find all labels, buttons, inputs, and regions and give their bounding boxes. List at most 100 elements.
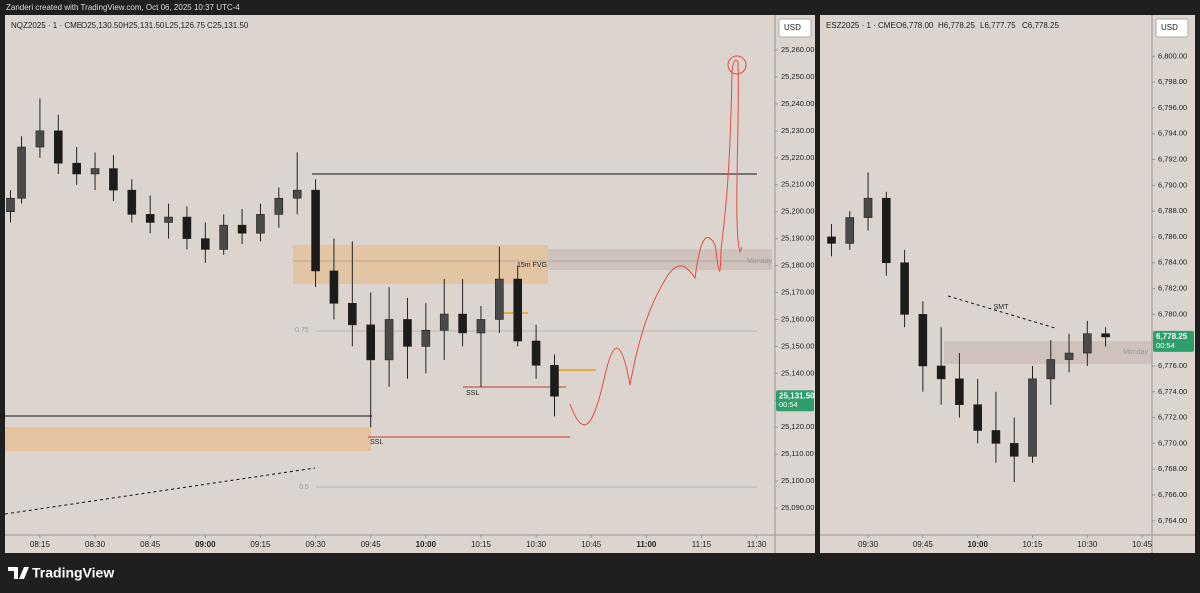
left-panel bbox=[5, 15, 815, 553]
candle-body bbox=[845, 217, 855, 244]
y-tick-label: 25,260.00 bbox=[781, 45, 814, 54]
candle-body bbox=[439, 313, 449, 331]
y-tick-label: 25,250.00 bbox=[781, 72, 814, 81]
y-tick-label: 25,220.00 bbox=[781, 153, 814, 162]
candle-body bbox=[90, 168, 100, 175]
candle-body bbox=[1046, 359, 1056, 380]
ohlc-value: H6,778.25 bbox=[938, 21, 975, 30]
y-tick-label: 25,190.00 bbox=[781, 234, 814, 243]
candle-body bbox=[1101, 333, 1110, 338]
y-tick-label: 25,230.00 bbox=[781, 126, 814, 135]
currency: USD bbox=[784, 23, 801, 32]
zone-box bbox=[5, 427, 371, 451]
candle-body bbox=[495, 278, 504, 320]
candle-body bbox=[458, 313, 467, 334]
y-tick-label: 25,110.00 bbox=[781, 449, 814, 458]
x-tick-label: 11:30 bbox=[747, 540, 767, 549]
y-tick-label: 25,160.00 bbox=[781, 314, 814, 323]
y-tick-label: 6,792.00 bbox=[1158, 155, 1187, 164]
candle-body bbox=[476, 319, 486, 334]
y-tick-label: 6,786.00 bbox=[1158, 232, 1187, 241]
candle-body bbox=[182, 216, 192, 239]
y-tick-label: 25,090.00 bbox=[781, 503, 814, 512]
x-tick-label: 10:00 bbox=[967, 540, 988, 549]
candle-body bbox=[882, 197, 891, 264]
candle-body bbox=[991, 430, 1001, 444]
candle-body bbox=[900, 262, 909, 315]
symbol: NQZ2025 · 1 · CME bbox=[11, 21, 82, 30]
annotation: Monday bbox=[1123, 349, 1148, 356]
annotation: 0.5 bbox=[299, 484, 309, 491]
candle-body bbox=[1083, 333, 1092, 354]
x-tick-label: 09:30 bbox=[306, 540, 327, 549]
candle-body bbox=[1009, 443, 1019, 457]
y-tick-label: 25,170.00 bbox=[781, 287, 814, 296]
x-tick-label: 08:15 bbox=[30, 540, 51, 549]
drawings bbox=[4, 55, 1152, 515]
candle-body bbox=[384, 319, 394, 361]
x-tick-label: 08:30 bbox=[85, 540, 106, 549]
candle-body bbox=[918, 314, 928, 367]
x-tick-label: 10:45 bbox=[581, 540, 602, 549]
candle-body bbox=[311, 189, 320, 272]
x-tick-label: 09:45 bbox=[913, 540, 934, 549]
y-tick-label: 6,790.00 bbox=[1158, 180, 1187, 189]
last-price-box bbox=[776, 390, 814, 412]
currency: USD bbox=[1161, 23, 1178, 32]
candle-body bbox=[329, 270, 339, 304]
annotation: SMT bbox=[994, 304, 1010, 311]
y-tick-label: 6,776.00 bbox=[1158, 361, 1187, 370]
y-tick-label: 6,794.00 bbox=[1158, 129, 1187, 138]
candle-body bbox=[35, 130, 45, 148]
candle-body bbox=[164, 216, 173, 223]
currency-box bbox=[778, 18, 812, 38]
candle-body bbox=[366, 324, 376, 361]
annotation: 0.75 bbox=[295, 327, 309, 334]
header-text: Zanderi created with TradingView.com, Oc… bbox=[6, 3, 240, 12]
y-tick-label: 6,768.00 bbox=[1158, 464, 1187, 473]
x-tick-label: 09:30 bbox=[858, 540, 879, 549]
y-tick-label: 6,774.00 bbox=[1158, 387, 1187, 396]
candle-body bbox=[72, 162, 81, 175]
candle-body bbox=[973, 404, 982, 431]
candle-body bbox=[550, 364, 559, 397]
y-tick-label: 25,140.00 bbox=[781, 368, 814, 377]
y-tick-label: 6,782.00 bbox=[1158, 284, 1187, 293]
ohlc-value: L6,777.75 bbox=[980, 21, 1016, 30]
candle-body bbox=[274, 197, 284, 215]
candle-body bbox=[1028, 378, 1037, 457]
last-price-box bbox=[1153, 330, 1194, 352]
candle-body bbox=[531, 340, 541, 366]
candle-body bbox=[127, 189, 137, 215]
candle-body bbox=[1064, 352, 1074, 360]
ohlc-value: L25,126.75 bbox=[165, 21, 206, 30]
logo-mark bbox=[8, 567, 29, 579]
candle-body bbox=[237, 224, 247, 234]
monday-box bbox=[944, 341, 1152, 364]
ohlc-value: H25,131.50 bbox=[123, 21, 165, 30]
candle-body bbox=[348, 302, 357, 326]
y-tick-label: 25,240.00 bbox=[781, 99, 814, 108]
candle-body bbox=[109, 168, 118, 191]
candle-body bbox=[201, 238, 210, 250]
y-tick-label: 6,796.00 bbox=[1158, 103, 1187, 112]
last-price-label: 25,131.50 bbox=[779, 391, 815, 400]
candle-body bbox=[53, 130, 63, 164]
y-tick-label: 25,150.00 bbox=[781, 341, 814, 350]
candle-body bbox=[6, 197, 15, 212]
candle-body bbox=[145, 214, 155, 223]
y-tick-label: 6,784.00 bbox=[1158, 258, 1187, 267]
x-tick-label: 09:45 bbox=[361, 540, 382, 549]
right-panel bbox=[820, 15, 1195, 553]
y-tick-label: 6,780.00 bbox=[1158, 309, 1187, 318]
candle-body bbox=[292, 189, 302, 199]
y-tick-label: 6,770.00 bbox=[1158, 438, 1187, 447]
monday-box bbox=[548, 249, 772, 270]
candle-body bbox=[513, 278, 523, 342]
x-tick-label: 11:00 bbox=[636, 540, 657, 549]
y-tick-label: 25,180.00 bbox=[781, 261, 814, 270]
annotation: 15m FVG bbox=[517, 262, 547, 269]
x-tick-label: 09:15 bbox=[250, 540, 271, 549]
